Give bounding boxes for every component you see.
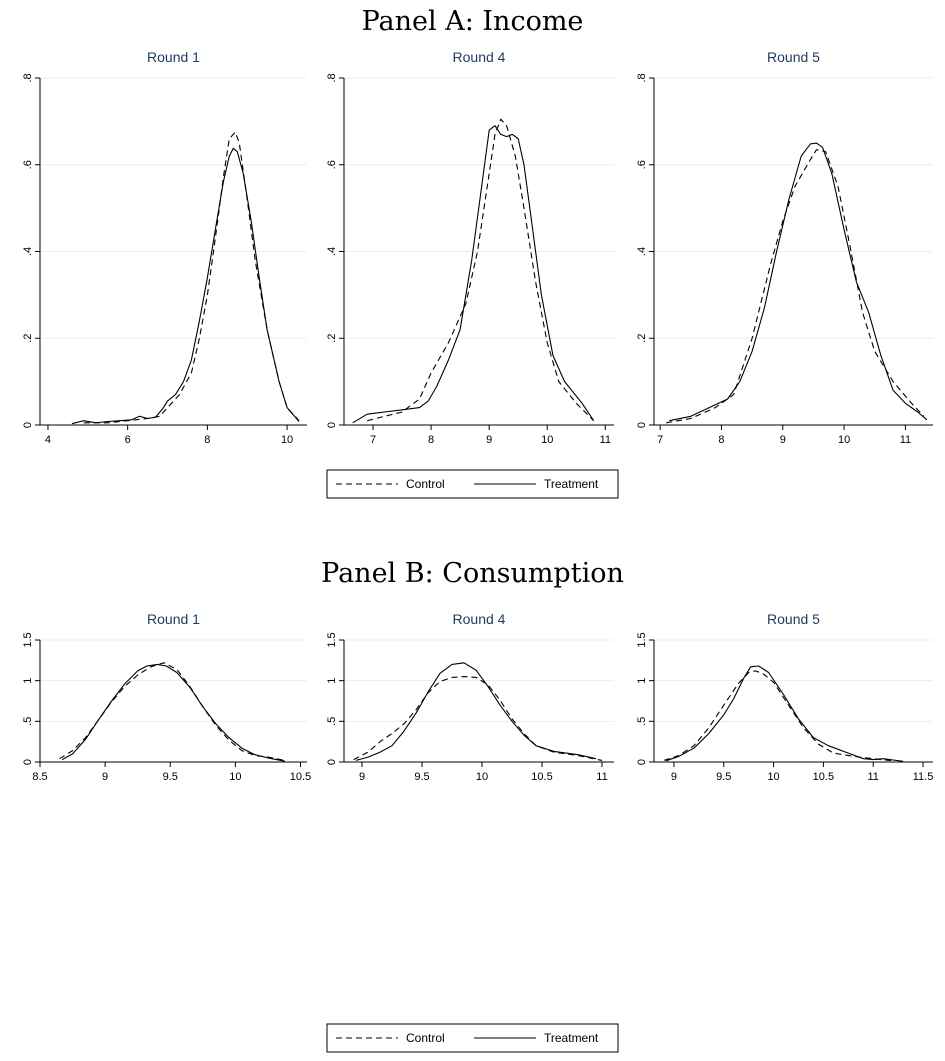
chart-consumption-round-1: Round 1 0 .5 1 1.5 8.5 9 9.5 10 10.5 (22, 611, 311, 783)
legend-label-control: Control (406, 477, 445, 491)
chart-consumption-round-4: Round 4 0 .5 1 1.5 9 9.5 10 10.5 11 (326, 611, 614, 783)
legend-label-treatment: Treatment (544, 1031, 599, 1045)
x-tick-label: 7 (370, 434, 376, 446)
series-line-control (663, 670, 894, 762)
x-tick-label: 9.5 (716, 771, 731, 783)
y-tick-label: .2 (326, 334, 338, 343)
series-line-treatment (71, 147, 300, 425)
x-tick-label: 11 (900, 434, 911, 446)
x-tick-label: 8.5 (32, 771, 47, 783)
y-tick-label: .8 (636, 73, 648, 82)
y-tick-label: 0 (22, 422, 34, 428)
x-tick-label: 10 (281, 434, 293, 446)
chart-consumption-round-5: Round 50.511.59 9.5 10 10.5 11 11.5 (636, 611, 933, 783)
legend-panel-a: Control Treatment (326, 469, 619, 499)
x-tick-label: 8 (428, 434, 434, 446)
y-tick-label: 0 (326, 759, 338, 765)
y-tick-label: .6 (22, 160, 34, 169)
x-tick-label: 9.5 (163, 771, 178, 783)
x-tick-label: 9 (102, 771, 108, 783)
series-line-treatment (669, 142, 928, 422)
series-line-control (83, 131, 300, 424)
legend-box (326, 1023, 619, 1053)
x-tick-label: 9 (780, 434, 786, 446)
series-line-treatment (61, 663, 286, 762)
y-tick-label: .6 (636, 160, 648, 169)
y-tick-label: .6 (326, 160, 338, 169)
panel-a-title: Panel A: Income (361, 6, 584, 37)
x-tick-label: 10.5 (290, 771, 311, 783)
x-tick-label: 10 (541, 434, 553, 446)
y-tick-label: 0 (22, 759, 34, 765)
y-tick-label: 0 (636, 759, 648, 765)
x-tick-label: 9 (671, 771, 677, 783)
series-line-control (367, 118, 595, 422)
y-tick-label: .8 (326, 73, 338, 82)
chart-title: Round 4 (453, 49, 506, 65)
x-tick-label: 10 (476, 771, 488, 783)
panel-b-title: Panel B: Consumption (321, 558, 624, 589)
x-tick-label: 10 (767, 771, 779, 783)
legend-label-treatment: Treatment (544, 477, 599, 491)
series-line-treatment (355, 662, 597, 761)
x-tick-label: 10.5 (813, 771, 834, 783)
chart-title: Round 1 (147, 49, 200, 65)
chart-title: Round 4 (453, 611, 506, 627)
series-line-treatment (665, 665, 904, 762)
y-tick-label: .4 (636, 247, 648, 256)
x-tick-label: 9 (486, 434, 492, 446)
chart-title: Round 5 (767, 49, 820, 65)
chart-title: Round 1 (147, 611, 200, 627)
y-tick-label: 1.5 (326, 632, 338, 647)
x-tick-label: 10 (838, 434, 850, 446)
series-line-control (353, 676, 603, 761)
chart-income-round-5: Round 5 0 .2 .4 .6 .8 7 8 9 10 11 (636, 49, 933, 446)
chart-title: Round 5 (767, 611, 820, 627)
x-tick-label: 11 (868, 771, 879, 783)
y-tick-label: .2 (22, 334, 34, 343)
x-tick-label: 9 (359, 771, 365, 783)
legend-box (326, 469, 619, 499)
y-tick-label: .4 (22, 247, 34, 256)
x-tick-label: 4 (45, 434, 51, 446)
x-tick-label: 6 (125, 434, 131, 446)
x-tick-label: 11 (600, 434, 611, 446)
x-tick-label: 10 (229, 771, 241, 783)
y-tick-label: .5 (22, 717, 34, 726)
legend-panel-b: Control Treatment (326, 1023, 619, 1053)
y-tick-label: 1 (636, 678, 648, 684)
y-tick-label: .8 (22, 73, 34, 82)
chart-income-round-4: Round 4 0 .2 .4 .6 .8 7 8 9 10 11 (326, 49, 614, 446)
y-tick-label: .4 (326, 247, 338, 256)
y-tick-label: 1 (22, 678, 34, 684)
y-tick-label: 1 (326, 678, 338, 684)
series-line-control (59, 662, 286, 761)
x-tick-label: 11 (596, 771, 607, 783)
x-tick-label: 9.5 (414, 771, 429, 783)
x-tick-label: 10.5 (531, 771, 552, 783)
x-tick-label: 7 (657, 434, 663, 446)
chart-income-round-1: Round 1 0 .2 .4 .6 .8 4 6 8 10 (22, 49, 307, 446)
y-tick-label: .5 (636, 717, 648, 726)
x-tick-label: 8 (718, 434, 724, 446)
series-line-treatment (352, 125, 595, 424)
y-tick-label: .5 (326, 717, 338, 726)
x-tick-label: 11.5 (913, 771, 934, 783)
y-tick-label: 0 (636, 422, 648, 428)
y-tick-label: 1.5 (636, 632, 648, 647)
y-tick-label: .2 (636, 334, 648, 343)
y-tick-label: 0 (326, 422, 338, 428)
legend-label-control: Control (406, 1031, 445, 1045)
x-tick-label: 8 (204, 434, 210, 446)
y-tick-label: 1.5 (22, 632, 34, 647)
series-line-control (666, 149, 925, 424)
